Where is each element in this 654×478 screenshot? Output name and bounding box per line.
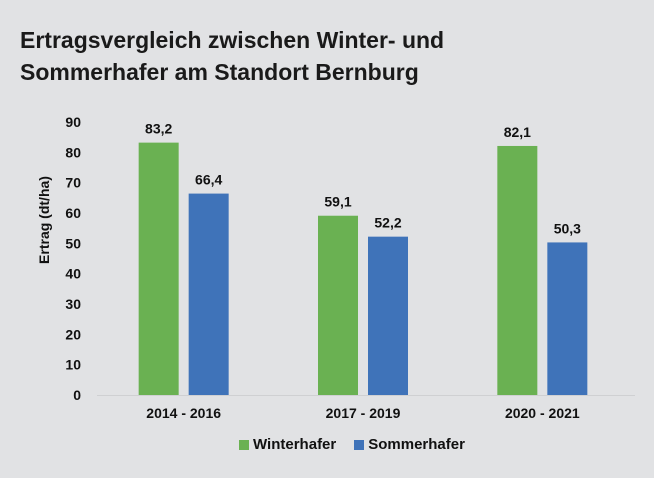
- y-tick-label: 50: [65, 235, 81, 251]
- y-tick-label: 70: [65, 175, 81, 191]
- data-label: 82,1: [504, 124, 531, 140]
- chart-title: Ertragsvergleich zwischen Winter- und So…: [20, 24, 444, 88]
- y-tick-label: 10: [65, 357, 81, 373]
- legend-swatch-winterhafer: [239, 439, 250, 450]
- data-label: 50,3: [554, 220, 581, 236]
- legend-label-winterhafer: Winterhafer: [253, 436, 337, 453]
- y-tick-label: 20: [65, 326, 81, 342]
- legend-item-winterhafer: Winterhafer: [239, 436, 336, 453]
- data-label: 52,2: [374, 215, 401, 231]
- x-tick-label: 2020 - 2021: [505, 405, 580, 421]
- y-axis-label: Ertrag (dt/ha): [36, 176, 52, 264]
- legend-swatch-sommerhafer: [354, 439, 365, 450]
- chart-title-line-2: Sommerhafer am Standort Bernburg: [20, 59, 419, 85]
- legend-label-sommerhafer: Sommerhafer: [368, 436, 465, 453]
- bar-winterhafer: [318, 215, 358, 395]
- y-tick-label: 60: [65, 205, 81, 221]
- data-label: 66,4: [195, 172, 222, 188]
- data-label: 83,2: [145, 121, 172, 137]
- x-tick-label: 2014 - 2016: [146, 405, 221, 421]
- y-tick-label: 80: [65, 144, 81, 160]
- bar-winterhafer: [497, 145, 538, 395]
- bar-sommerhafer: [368, 236, 408, 395]
- y-tick-label: 30: [65, 296, 81, 312]
- x-tick-label: 2017 - 2019: [326, 405, 401, 421]
- bar-sommerhafer: [547, 242, 588, 395]
- legend-item-sommerhafer: Sommerhafer: [354, 436, 465, 453]
- bar-sommerhafer: [188, 193, 229, 395]
- y-tick-label: 0: [73, 387, 81, 403]
- y-tick-label: 90: [65, 114, 81, 130]
- legend: Winterhafer Sommerhafer: [0, 436, 654, 453]
- bar-winterhafer: [138, 142, 179, 395]
- y-tick-label: 40: [65, 266, 81, 282]
- data-label: 59,1: [324, 194, 351, 210]
- chart-title-line-1: Ertragsvergleich zwischen Winter- und: [20, 27, 445, 53]
